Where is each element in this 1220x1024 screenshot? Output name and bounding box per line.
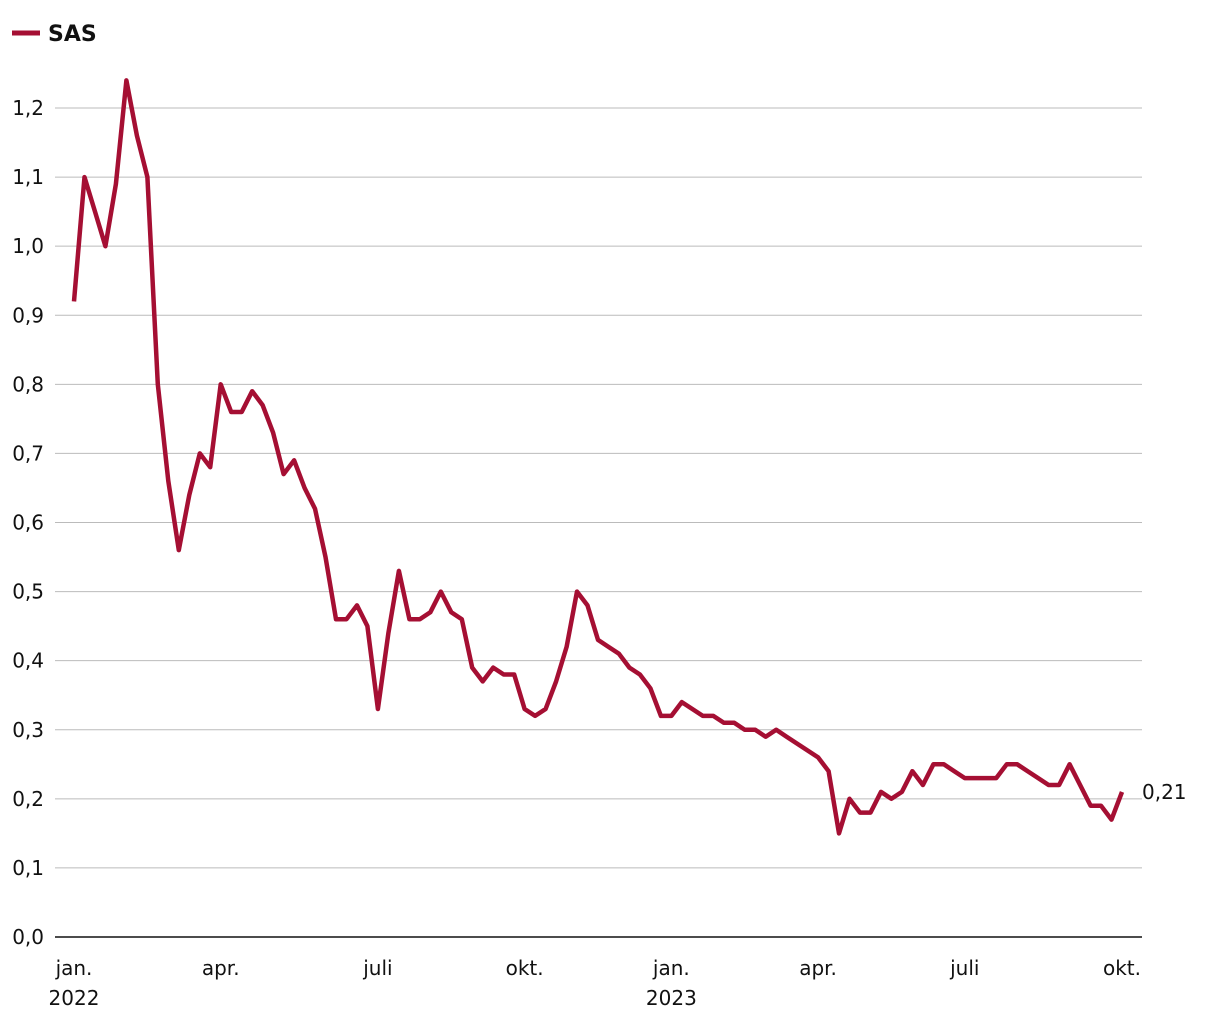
x-tick-label: okt.: [1103, 956, 1141, 980]
end-label: 0,21: [1142, 780, 1187, 804]
x-tick-label: jan. 2023: [646, 956, 697, 1010]
x-tick-label: okt.: [506, 956, 544, 980]
x-tick-label: juli: [362, 956, 392, 980]
y-tick-label: 0,1: [12, 856, 44, 880]
y-tick-label: 1,0: [12, 234, 44, 258]
y-tick-label: 0,3: [12, 718, 44, 742]
x-tick-label: juli: [949, 956, 979, 980]
x-tick-label: jan. 2022: [49, 956, 100, 1010]
y-tick-label: 1,2: [12, 96, 44, 120]
legend-label: SAS: [48, 22, 97, 47]
data-line: [71, 78, 1125, 836]
y-tick-label: 1,1: [12, 165, 44, 189]
x-tick-label: apr.: [799, 956, 837, 980]
y-tick-label: 0,5: [12, 580, 44, 604]
x-tick-label: apr.: [202, 956, 240, 980]
y-tick-label: 0,2: [12, 787, 44, 811]
y-tick-label: 0,0: [12, 925, 44, 949]
y-tick-label: 0,6: [12, 511, 44, 535]
y-tick-label: 0,8: [12, 372, 44, 396]
y-tick-label: 0,4: [12, 649, 44, 673]
y-tick-label: 0,7: [12, 441, 44, 465]
y-tick-label: 0,9: [12, 303, 44, 327]
